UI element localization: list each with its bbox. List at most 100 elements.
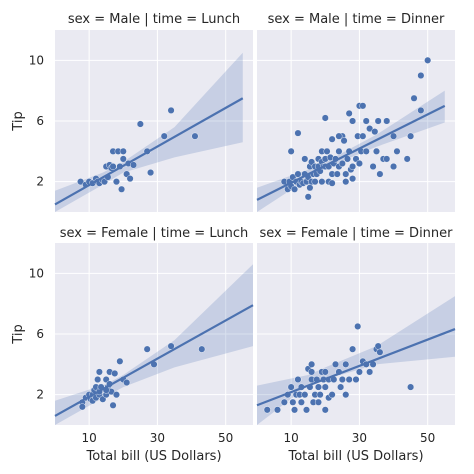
- scatter-point: [306, 184, 314, 192]
- scatter-point: [321, 368, 329, 376]
- scatter-point: [112, 391, 120, 399]
- scatter-point: [403, 155, 411, 163]
- scatter-point: [371, 128, 379, 136]
- x-tick-labels-left: 10 30 50: [81, 431, 233, 445]
- scatter-point: [407, 383, 415, 391]
- scatter-point: [390, 162, 398, 170]
- scatter-point: [123, 379, 131, 387]
- scatter-point: [291, 406, 299, 414]
- y-tick-label: 2: [36, 175, 44, 189]
- scatter-point: [355, 368, 363, 376]
- scatter-point: [143, 345, 151, 353]
- scatter-point: [136, 120, 144, 128]
- scatter-point: [95, 368, 103, 376]
- scatter-point: [301, 391, 309, 399]
- scatter-point: [374, 342, 382, 350]
- scatter-point: [332, 360, 340, 368]
- x-tick-label: 30: [150, 431, 165, 445]
- scatter-point: [308, 360, 316, 368]
- scatter-point: [376, 348, 384, 356]
- x-axis-label-right: Total bill (US Dollars): [287, 449, 423, 464]
- confidence-band-layer: [55, 52, 243, 212]
- scatter-point: [119, 147, 127, 155]
- scatter-point: [321, 383, 329, 391]
- scatter-point: [417, 106, 425, 114]
- scatter-point: [294, 376, 302, 384]
- scatter-point: [147, 169, 155, 177]
- scatter-point: [130, 161, 138, 169]
- scatter-point: [294, 170, 302, 178]
- scatter-point: [301, 155, 309, 163]
- scatter-point: [287, 383, 295, 391]
- x-tick-labels-right: 10 30 50: [283, 431, 435, 445]
- regression-layer: [256, 104, 446, 201]
- scatter-point: [355, 159, 363, 167]
- scatter-point: [297, 398, 305, 406]
- y-tick-label: 10: [29, 266, 44, 280]
- scatter-point: [335, 147, 343, 155]
- scatter-point: [318, 178, 326, 186]
- scatter-point: [390, 132, 398, 140]
- scatter-point: [111, 369, 119, 377]
- scatter-point: [94, 376, 102, 384]
- scatter-point: [337, 383, 345, 391]
- y-tick-labels-top: 2 6 10: [29, 53, 44, 188]
- scatter-point: [349, 162, 357, 170]
- x-tick-label: 50: [218, 431, 233, 445]
- scatter-point: [328, 135, 336, 143]
- scatter-point: [311, 178, 319, 186]
- scatter-point: [376, 170, 384, 178]
- scatter-point: [410, 94, 418, 102]
- scatter-point: [372, 147, 380, 155]
- scatter-point: [345, 376, 353, 384]
- regression-line: [256, 328, 456, 407]
- panel-female-dinner: sex = Female | time = Dinner: [256, 226, 456, 425]
- scatter-point: [303, 406, 311, 414]
- facet-title: sex = Male | time = Dinner: [268, 12, 445, 27]
- scatter-point: [352, 376, 360, 384]
- scatter-point: [314, 383, 322, 391]
- scatter-point: [198, 345, 206, 353]
- scatter-point: [328, 179, 336, 187]
- regression-line: [54, 304, 254, 417]
- scatter-point: [349, 117, 357, 125]
- scatter-point: [345, 109, 353, 117]
- panel-male-dinner: sex = Male | time = Dinner: [256, 12, 455, 212]
- scatter-point: [167, 342, 175, 350]
- scatter-point: [109, 162, 117, 170]
- scatter-points: [77, 106, 199, 193]
- scatter-point: [167, 106, 175, 114]
- scatter-point: [314, 398, 322, 406]
- scatter-point: [407, 132, 415, 140]
- scatter-point: [359, 132, 367, 140]
- scatter-point: [328, 391, 336, 399]
- regression-line: [256, 104, 446, 201]
- scatter-point: [287, 147, 295, 155]
- y-tick-label: 6: [36, 327, 44, 341]
- scatter-point: [280, 398, 288, 406]
- scatter-point: [78, 403, 86, 411]
- scatter-point: [342, 391, 350, 399]
- y-axis-label-top: Tip: [11, 111, 26, 131]
- scatter-point: [342, 178, 350, 186]
- scatter-point: [294, 129, 302, 137]
- scatter-point: [273, 406, 281, 414]
- facet-title: sex = Female | time = Dinner: [259, 226, 453, 241]
- x-tick-label: 10: [283, 431, 298, 445]
- scatter-point: [338, 159, 346, 167]
- scatter-point: [366, 125, 374, 133]
- scatter-point: [369, 162, 377, 170]
- x-tick-label: 10: [81, 431, 96, 445]
- scatter-point: [342, 360, 350, 368]
- scatter-point: [289, 398, 297, 406]
- x-axis-label-left: Total bill (US Dollars): [85, 449, 221, 464]
- scatter-point: [109, 401, 117, 409]
- regression-layer: [54, 97, 244, 206]
- scatter-point: [349, 175, 357, 183]
- scatter-point: [291, 185, 299, 193]
- regression-layer: [54, 304, 254, 417]
- scatter-point: [321, 114, 329, 122]
- panel-male-lunch: sex = Male | time = Lunch: [54, 12, 253, 212]
- regression-layer: [256, 328, 456, 407]
